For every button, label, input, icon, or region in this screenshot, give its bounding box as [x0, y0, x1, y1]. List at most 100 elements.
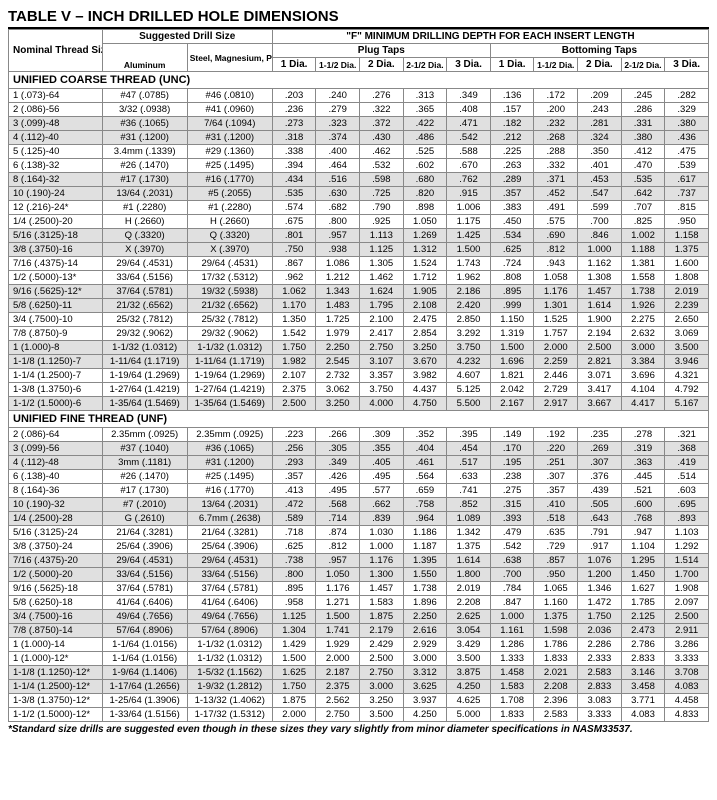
- cell: .404: [403, 442, 447, 456]
- cell: #25 (.1495): [187, 470, 272, 484]
- cell: 1.076: [578, 554, 622, 568]
- cell: 1-9/32 (1.2812): [187, 680, 272, 694]
- cell: 2.821: [578, 355, 622, 369]
- cell: 1-11/64 (1.1719): [102, 355, 187, 369]
- cell: .329: [665, 103, 709, 117]
- cell: .874: [316, 526, 360, 540]
- cell: 49/64 (.7656): [187, 610, 272, 624]
- cell: .958: [272, 596, 316, 610]
- cell: 1-11/64 (1.1719): [187, 355, 272, 369]
- cell: 1.161: [490, 624, 534, 638]
- cell: .371: [534, 173, 578, 187]
- cell: #36 (.1065): [187, 442, 272, 456]
- cell: .307: [578, 456, 622, 470]
- cell: 2.446: [534, 369, 578, 383]
- cell: 4.625: [447, 694, 491, 708]
- cell: #1 (.2280): [187, 201, 272, 215]
- cell: 1-1/64 (1.0156): [102, 652, 187, 666]
- cell: 1.319: [490, 327, 534, 341]
- cell: 3 (.099)-56: [9, 442, 103, 456]
- cell: .790: [360, 201, 404, 215]
- cell: .203: [272, 89, 316, 103]
- cell: 1-1/32 (1.0312): [187, 341, 272, 355]
- cell: 3.625: [403, 680, 447, 694]
- cell: 2 (.086)-56: [9, 103, 103, 117]
- cell: 4.607: [447, 369, 491, 383]
- cell: 1.176: [534, 285, 578, 299]
- table-row: 5/16 (.3125)-18Q (.3320)Q (.3320).801.95…: [9, 229, 709, 243]
- cell: 33/64 (.5156): [102, 568, 187, 582]
- cell: .625: [490, 243, 534, 257]
- cell: .281: [578, 117, 622, 131]
- cell: 7/8 (.8750)-9: [9, 327, 103, 341]
- cell: 1.269: [403, 229, 447, 243]
- cell: 2.167: [490, 397, 534, 411]
- cell: .322: [360, 103, 404, 117]
- cell: .426: [316, 470, 360, 484]
- cell: .470: [621, 159, 665, 173]
- cell: 1.525: [534, 313, 578, 327]
- cell: .820: [403, 187, 447, 201]
- table-row: 1 (1.000)-81-1/32 (1.0312)1-1/32 (1.0312…: [9, 341, 709, 355]
- h-p1: 1 Dia.: [272, 58, 316, 72]
- cell: 1.381: [621, 257, 665, 271]
- cell: .393: [490, 512, 534, 526]
- cell: .475: [665, 145, 709, 159]
- cell: 10 (.190)-24: [9, 187, 103, 201]
- cell: .182: [490, 117, 534, 131]
- cell: 2.854: [403, 327, 447, 341]
- cell: .895: [490, 285, 534, 299]
- cell: 4.250: [403, 708, 447, 722]
- cell: 3.000: [403, 652, 447, 666]
- cell: .149: [490, 428, 534, 442]
- cell: .938: [316, 243, 360, 257]
- cell: 1.500: [272, 652, 316, 666]
- cell: .846: [578, 229, 622, 243]
- cell: 8 (.164)-36: [9, 484, 103, 498]
- cell: 1.483: [316, 299, 360, 313]
- cell: 5/8 (.6250)-11: [9, 299, 103, 313]
- cell: Q (.3320): [102, 229, 187, 243]
- cell: 3.982: [403, 369, 447, 383]
- section-header: UNIFIED COARSE THREAD (UNC): [9, 72, 709, 89]
- cell: .293: [272, 456, 316, 470]
- h-fdepth: "F" MINIMUM DRILLING DEPTH FOR EACH INSE…: [272, 30, 708, 44]
- cell: 2.179: [360, 624, 404, 638]
- cell: .209: [578, 89, 622, 103]
- cell: 1.458: [490, 666, 534, 680]
- cell: 2.475: [403, 313, 447, 327]
- cell: 1.808: [665, 271, 709, 285]
- cell: .700: [578, 215, 622, 229]
- cell: .682: [316, 201, 360, 215]
- cell: 6 (.138)-32: [9, 159, 103, 173]
- cell: .319: [621, 442, 665, 456]
- cell: 4.458: [665, 694, 709, 708]
- cell: .589: [272, 512, 316, 526]
- cell: .568: [316, 498, 360, 512]
- cell: 2.333: [578, 652, 622, 666]
- h-p25: 2-1/2 Dia.: [403, 58, 447, 72]
- cell: 4.437: [403, 383, 447, 397]
- cell: .707: [621, 201, 665, 215]
- cell: 2.187: [316, 666, 360, 680]
- cell: 13/64 (.2031): [102, 187, 187, 201]
- cell: 1.160: [534, 596, 578, 610]
- cell: 1.795: [360, 299, 404, 313]
- cell: H (.2660): [102, 215, 187, 229]
- cell: 1.065: [534, 582, 578, 596]
- cell: 2.125: [621, 610, 665, 624]
- table-row: 8 (.164)-36#17 (.1730)#16 (.1770).413.49…: [9, 484, 709, 498]
- cell: 1.050: [316, 568, 360, 582]
- table-row: 1-3/8 (1.3750)-61-27/64 (1.4219)1-27/64 …: [9, 383, 709, 397]
- cell: 3.384: [621, 355, 665, 369]
- cell: 9/16 (.5625)-18: [9, 582, 103, 596]
- h-steel: Steel, Magnesium, Plastic: [187, 44, 272, 72]
- cell: 1.286: [490, 638, 534, 652]
- table-row: 1 (1.000)-12*1-1/64 (1.0156)1-1/32 (1.03…: [9, 652, 709, 666]
- cell: 57/64 (.8906): [102, 624, 187, 638]
- cell: 1.500: [316, 610, 360, 624]
- cell: .516: [316, 173, 360, 187]
- cell: 49/64 (.7656): [102, 610, 187, 624]
- cell: 1-3/8 (1.3750)-12*: [9, 694, 103, 708]
- cell: .324: [578, 131, 622, 145]
